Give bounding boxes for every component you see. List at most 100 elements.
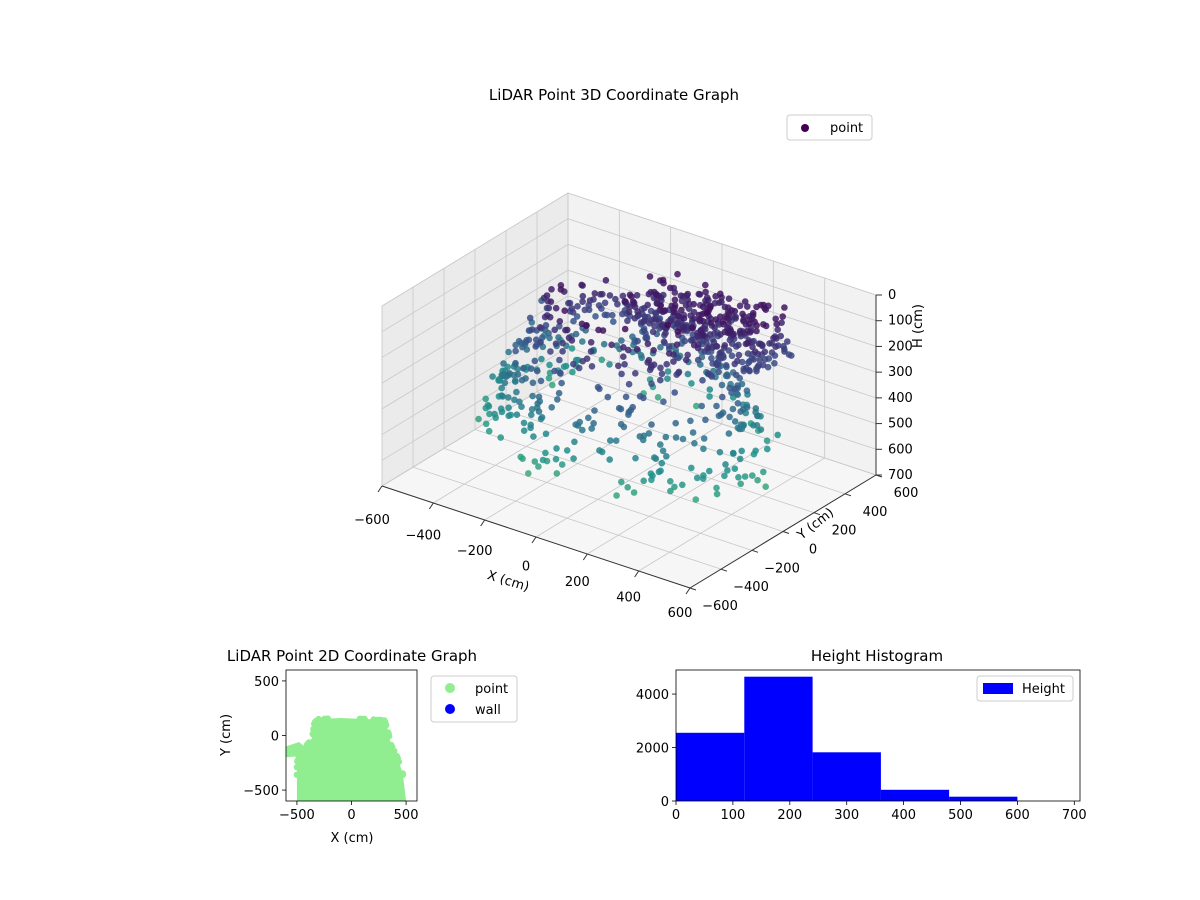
chart-3d-point xyxy=(545,304,553,312)
chart-3d-point xyxy=(664,375,671,383)
chart-3d-point xyxy=(512,347,519,355)
chart-3d-point xyxy=(518,376,526,384)
chart-3d-point xyxy=(579,292,587,300)
chart-3d-point xyxy=(583,322,590,330)
chart-3d-point xyxy=(754,412,761,420)
chart-3d-point xyxy=(640,394,647,402)
chart-3d-z-tick-label: 100 xyxy=(888,314,913,329)
chart-3d-point xyxy=(596,447,603,454)
chart-3d-point xyxy=(772,343,779,351)
chart-3d-point xyxy=(762,483,769,491)
chart-3d-point xyxy=(535,463,542,470)
chart-3d-point xyxy=(766,340,773,347)
chart-3d-point xyxy=(631,315,639,322)
chart-3d-point xyxy=(520,419,528,427)
chart-3d-z-label: H (cm) xyxy=(911,304,926,348)
chart-3d-point xyxy=(751,348,759,356)
chart-3d-point xyxy=(750,356,758,363)
chart-3d-x-tick-label: −600 xyxy=(354,513,390,528)
chart-3d-point xyxy=(506,370,513,377)
chart-2d-point xyxy=(315,716,322,723)
chart-3d-point xyxy=(754,476,761,484)
chart-3d-legend-label: point xyxy=(830,121,863,136)
chart-3d-point xyxy=(570,317,577,325)
chart-3d-point xyxy=(604,393,612,401)
chart-3d-point xyxy=(640,477,647,485)
chart-3d-z-tick-label: 400 xyxy=(888,391,913,406)
chart-3d-point xyxy=(761,348,769,356)
chart-3d-point xyxy=(633,346,641,353)
chart-2d-point xyxy=(296,750,303,757)
chart-3d-point xyxy=(606,361,613,368)
chart-3d-point xyxy=(753,303,760,311)
chart-3d-point xyxy=(731,307,739,315)
chart-3d-point xyxy=(693,402,700,410)
chart-3d-y-tick-label: −200 xyxy=(764,561,800,576)
chart-3d-point xyxy=(652,309,659,317)
chart-3d-point xyxy=(729,405,737,413)
chart-3d-point xyxy=(773,320,781,328)
chart-3d-point xyxy=(587,348,595,355)
chart-3d-title: LiDAR Point 3D Coordinate Graph xyxy=(489,86,739,104)
chart-3d-point xyxy=(609,311,616,319)
chart-3d-point xyxy=(642,334,649,342)
chart-3d-point xyxy=(663,453,670,460)
chart-3d-point xyxy=(737,408,744,415)
chart-3d-point xyxy=(512,359,519,367)
chart-3d-point xyxy=(713,490,721,498)
chart-3d-point xyxy=(505,412,512,420)
chart-3d-point xyxy=(529,392,536,400)
chart-3d-point xyxy=(781,348,788,355)
chart-3d-point xyxy=(651,322,658,330)
chart-3d-point xyxy=(606,292,614,299)
chart-3d-point xyxy=(664,368,672,375)
chart-3d-point xyxy=(753,322,760,329)
chart-3d-point xyxy=(702,416,709,424)
chart-histogram: Height Histogram 0 100 200 300 400 500 600 7000… xyxy=(636,647,1087,823)
chart-3d-point xyxy=(644,340,652,348)
chart-3d-point xyxy=(528,411,535,419)
chart-3d-x-tick-mark xyxy=(428,502,434,510)
chart-3d-grid-floor-y xyxy=(536,391,846,495)
chart-3d-point xyxy=(562,326,569,334)
chart-2d-point-cloud xyxy=(296,718,407,801)
chart-3d-point xyxy=(586,297,594,304)
chart-3d-point xyxy=(535,393,543,401)
chart-3d-point xyxy=(681,337,689,345)
chart-3d-point xyxy=(485,427,493,435)
chart-3d-point xyxy=(629,298,637,305)
chart-3d-point xyxy=(501,379,509,387)
chart-3d-x-tick-mark xyxy=(582,553,588,561)
chart-2d-point xyxy=(391,747,398,755)
chart-3d-point xyxy=(665,350,673,357)
chart-3d-point xyxy=(532,343,539,350)
histogram-y-tick-label: 2000 xyxy=(636,742,669,757)
chart-3d-point xyxy=(557,286,565,293)
chart-3d-point xyxy=(491,410,498,418)
chart-2d-x-label: X (cm) xyxy=(331,831,374,846)
chart-3d-point xyxy=(497,434,505,441)
chart-3d-point xyxy=(579,298,586,306)
chart-3d-point xyxy=(763,437,771,445)
chart-3d-point xyxy=(736,425,743,433)
chart-3d-point xyxy=(682,301,690,309)
histogram-x-tick-label: 700 xyxy=(1062,808,1087,823)
chart-2d-point xyxy=(361,715,368,723)
chart-3d-point xyxy=(537,338,544,346)
chart-3d-point xyxy=(718,298,725,306)
chart-3d-point xyxy=(625,408,633,416)
chart-3d-point xyxy=(619,292,627,300)
chart-3d-point xyxy=(687,417,694,425)
chart-3d-y-tick-label: 600 xyxy=(894,486,919,501)
chart-3d-point xyxy=(693,474,701,482)
chart-3d-point xyxy=(618,337,625,344)
chart-3d-point xyxy=(601,299,609,307)
chart-3d-point xyxy=(648,421,655,428)
chart-3d-point xyxy=(659,447,667,455)
chart-3d-x-tick-label: 400 xyxy=(616,591,641,606)
chart-2d-x-tick-label: 0 xyxy=(347,808,355,823)
chart-2d-point xyxy=(399,771,407,778)
chart-3d-point xyxy=(568,305,576,312)
chart-3d-point xyxy=(671,296,679,304)
chart-3d-point xyxy=(680,315,688,322)
